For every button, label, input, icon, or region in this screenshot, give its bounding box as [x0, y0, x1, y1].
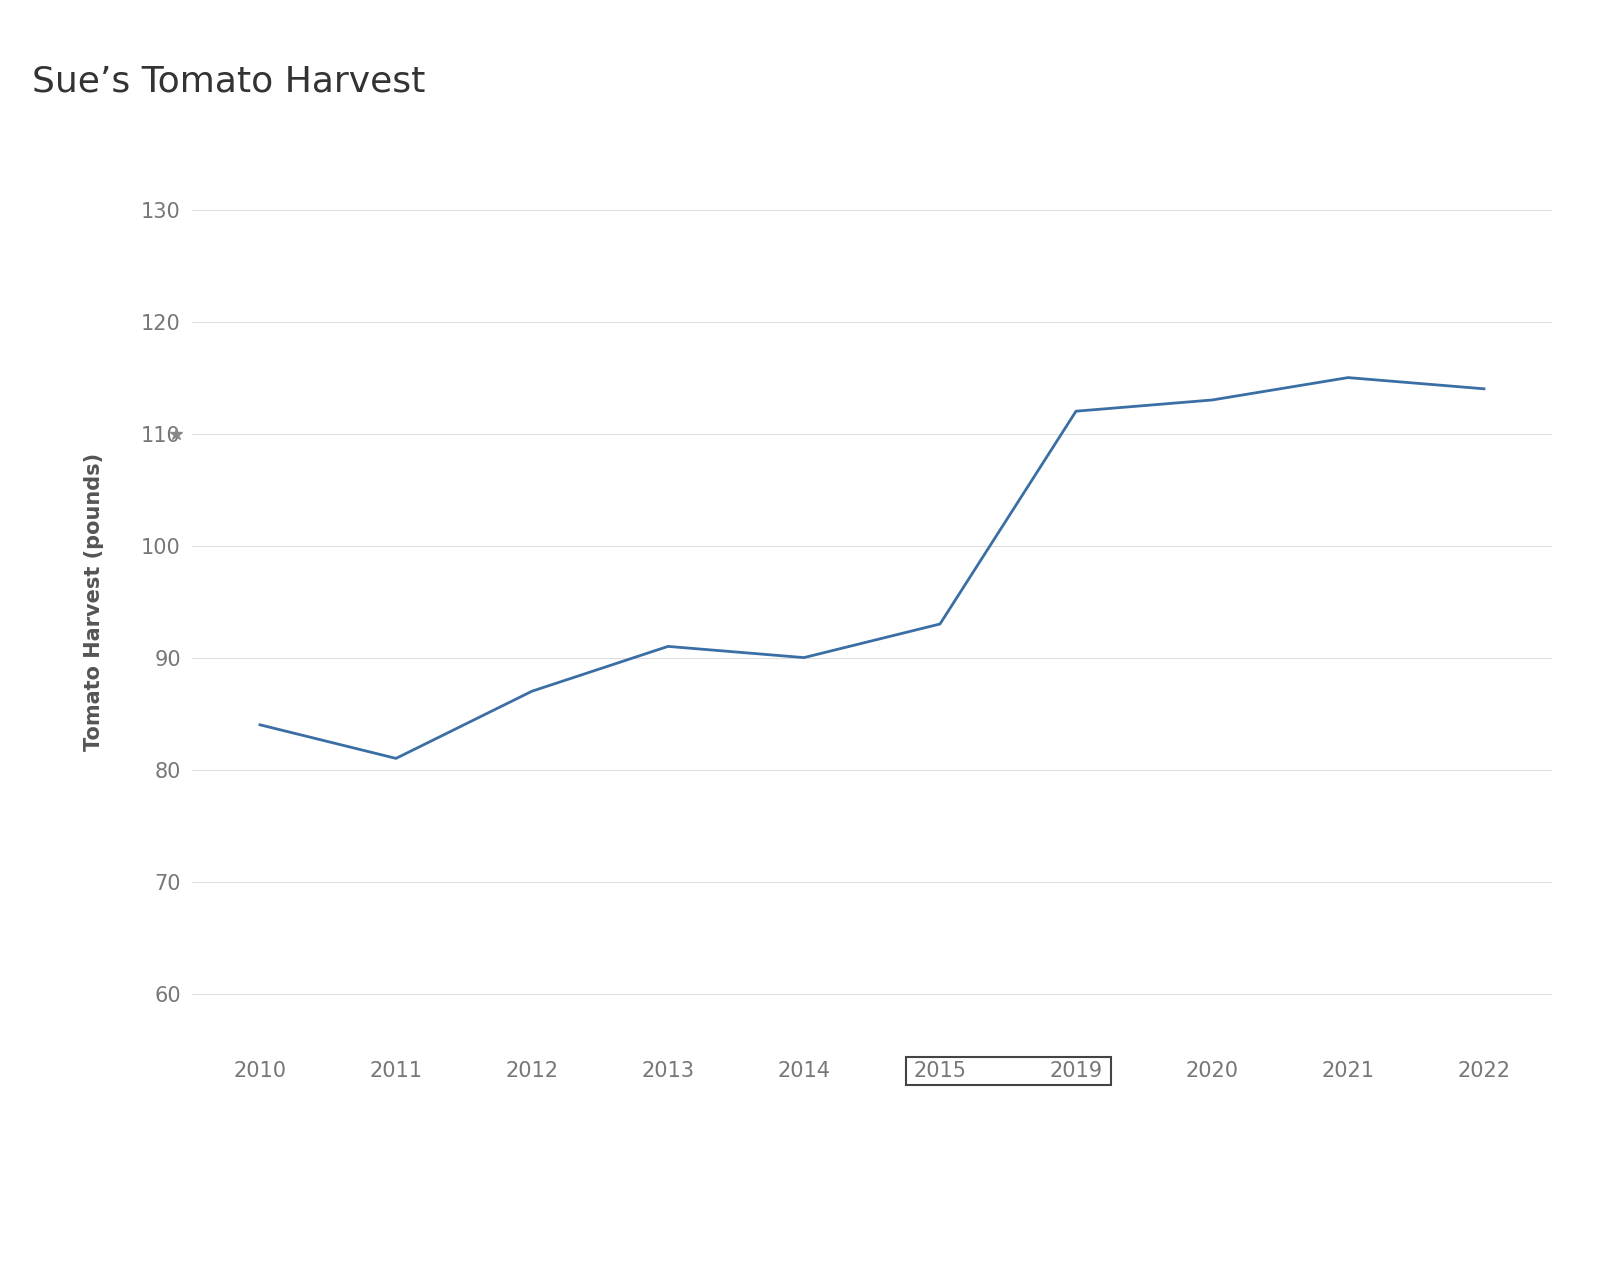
- Y-axis label: Tomato Harvest (pounds): Tomato Harvest (pounds): [83, 453, 104, 750]
- Text: Sue’s Tomato Harvest: Sue’s Tomato Harvest: [32, 64, 426, 99]
